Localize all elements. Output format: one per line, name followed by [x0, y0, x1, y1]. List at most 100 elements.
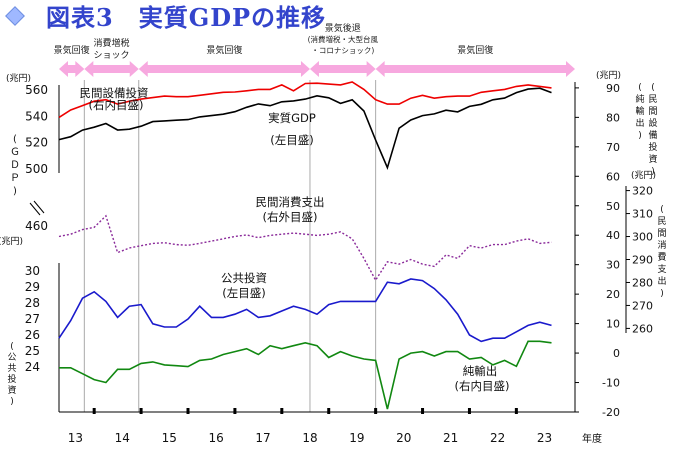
y-tick-inner: 30	[606, 259, 620, 272]
series-label: 民間設備投資	[80, 86, 149, 100]
x-quarter-tick	[327, 408, 331, 414]
y-tick-public: 26	[25, 328, 40, 342]
page-title: 図表3 実質GDPの推移	[46, 3, 327, 32]
phase-arrow-shape	[59, 61, 85, 77]
y-tick-inner: 90	[606, 82, 620, 95]
y-label-capex: 間	[648, 106, 657, 117]
y-tick-inner: 70	[606, 141, 620, 154]
phase-arrow: 景気後退(消費増税・大型台風・コロナショック)	[308, 22, 379, 77]
y-label-consumption: )	[660, 289, 664, 299]
y-label-net-exports: 輸	[635, 105, 644, 117]
y-label-consumption: 出	[657, 275, 666, 287]
y-tick-inner: 80	[606, 111, 620, 124]
y-tick-outer: 280	[632, 276, 653, 289]
series-line	[58, 81, 552, 119]
y-tick-outer: 260	[632, 322, 653, 335]
y-label-capex: 備	[648, 129, 657, 141]
phase-arrow-shape	[309, 61, 376, 77]
axes: 13 14 15 16 17 18 19 20 21 22 23 年度500520540560460(…	[0, 70, 667, 445]
y-label-gdp: Ｇ	[10, 147, 20, 158]
y-label-gdp: )	[13, 186, 17, 197]
y-tick-inner: -20	[602, 406, 620, 419]
y-tick-outer: 300	[632, 231, 653, 244]
y-unit-gdp-low: (兆円)	[0, 236, 23, 247]
y-unit-gdp: (兆円)	[6, 73, 31, 84]
y-tick-public: 24	[25, 360, 40, 374]
x-tick-label: 20	[396, 431, 411, 445]
x-quarter-tick	[374, 408, 378, 414]
phase-arrow: 景気回復	[375, 44, 575, 77]
x-quarter-tick	[139, 408, 143, 414]
x-tick-label: 15	[162, 431, 177, 445]
y-label-capex: 設	[648, 117, 657, 129]
y-label-net-exports: (	[638, 83, 642, 93]
y-label-gdp: Ｄ	[10, 160, 20, 171]
series-sublabel: (左目盛)	[222, 286, 265, 300]
series-line	[59, 340, 552, 410]
x-quarter-tick	[467, 408, 471, 414]
y-label-public: 資	[7, 384, 16, 396]
y-tick-gdp: 500	[25, 162, 48, 176]
series-label: 民間消費支出	[256, 195, 325, 209]
x-tick-label: 23	[537, 431, 552, 445]
phase-arrow-shape	[84, 61, 139, 77]
y-label-capex: (	[651, 83, 655, 93]
y-label-consumption: 民	[657, 216, 666, 227]
y-label-net-exports: 出	[635, 117, 644, 129]
x-quarter-tick	[280, 408, 284, 414]
x-tick-label: 16	[209, 431, 224, 445]
phase-label-line3: ・コロナショック)	[311, 46, 374, 55]
y-tick-public: 28	[25, 296, 40, 310]
y-label-consumption: 費	[657, 251, 666, 263]
phase-label: 景気回復	[457, 44, 493, 56]
series-lines	[58, 81, 552, 410]
phase-arrow-shape	[138, 61, 310, 77]
y-tick-outer: 270	[632, 299, 653, 312]
y-tick-gdp: 540	[25, 109, 48, 123]
axis-break-mark	[33, 200, 45, 214]
x-axis-label: 年度	[582, 432, 602, 445]
y-tick-public: 25	[25, 344, 40, 358]
y-label-consumption: (	[660, 205, 664, 215]
phase-label-line2: (消費増税・大型台風	[308, 34, 379, 44]
x-tick-label: 14	[115, 431, 130, 445]
series-sublabel: (左目盛)	[270, 133, 313, 147]
y-label-consumption: 支	[657, 263, 666, 275]
phase-label: 景気後退	[325, 22, 361, 34]
series-sublabel: (右外目盛)	[263, 210, 318, 224]
phase-label: 消費増税	[94, 37, 130, 49]
x-tick-label: 21	[443, 431, 458, 445]
x-quarter-tick	[186, 408, 190, 414]
y-label-capex: 民	[648, 94, 657, 105]
y-label-gdp: Ｐ	[10, 173, 20, 184]
y-label-public: )	[10, 397, 14, 407]
x-quarter-tick	[233, 408, 237, 414]
y-label-capex: 資	[648, 153, 657, 165]
y-label-public: 公	[7, 352, 16, 363]
axis-break-mark	[29, 202, 41, 216]
y-tick-inner: 50	[606, 200, 620, 213]
y-unit-outer: (兆円)	[631, 170, 656, 181]
x-tick-label: 22	[490, 431, 505, 445]
series-sublabel: (右内目盛)	[89, 98, 144, 112]
y-tick-inner: 60	[606, 170, 620, 183]
y-tick-public: 30	[25, 264, 40, 278]
y-tick-outer: 320	[632, 185, 653, 198]
x-tick-label: 18	[302, 431, 317, 445]
y-tick-inner: 20	[606, 288, 620, 301]
y-tick-outer: 290	[632, 254, 653, 267]
phase-label: 景気回復	[206, 44, 242, 56]
series-label: 実質GDP	[268, 111, 316, 125]
series-sublabel: (右内目盛)	[455, 379, 510, 393]
y-label-consumption: 間	[657, 228, 666, 239]
y-label-net-exports: )	[638, 131, 642, 141]
y-tick-public: 29	[25, 280, 40, 294]
x-tick-label: 17	[255, 431, 270, 445]
series-line	[58, 214, 552, 282]
y-unit-inner: (兆円)	[596, 70, 621, 81]
y-tick-inner: 0	[613, 347, 620, 360]
x-tick-label: 13	[68, 431, 83, 445]
